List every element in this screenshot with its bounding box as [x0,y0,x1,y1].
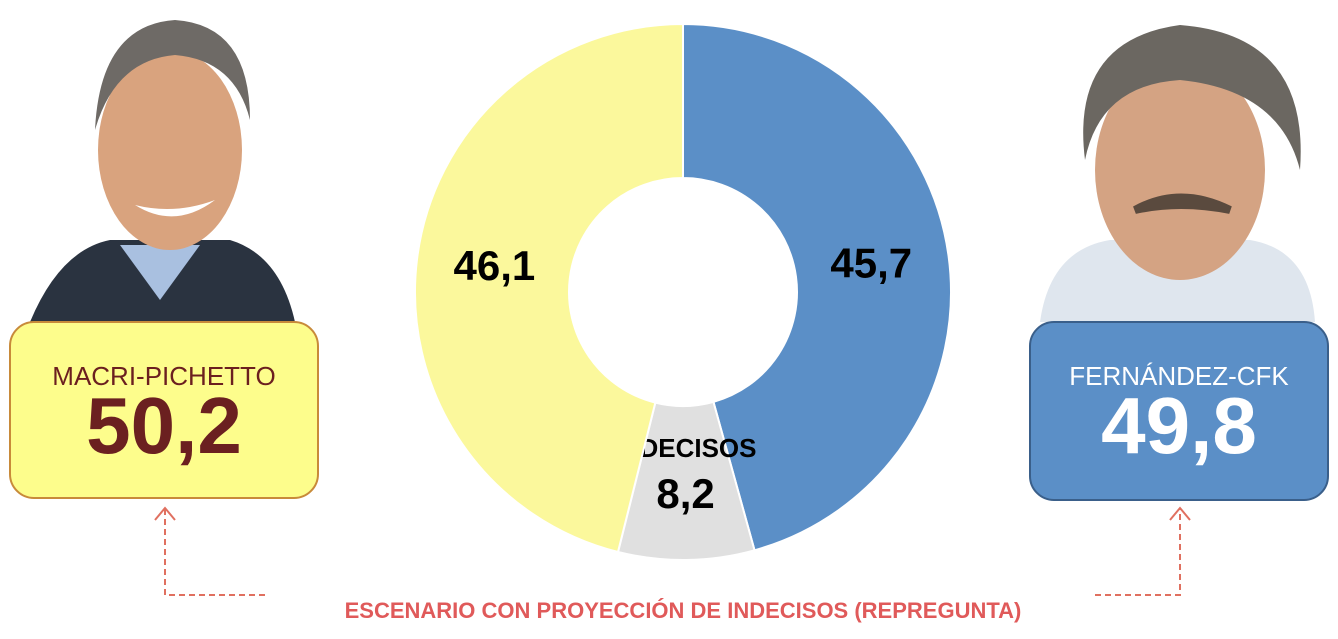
box-name: FERNÁNDEZ-CFK [1069,361,1289,391]
box-value: 50,2 [86,381,242,470]
box-value: 49,8 [1101,381,1257,470]
photo-right [1040,25,1315,322]
donut-segment [414,22,684,554]
value-label: 45,7 [830,240,912,287]
arrows [154,506,1191,596]
value-label: 8,2 [656,470,714,517]
photo-left [30,20,295,322]
box-name: MACRI-PICHETTO [52,361,275,391]
box-left [9,321,319,499]
value-label: 46,1 [454,242,536,289]
footer: ESCENARIO CON PROYECCIÓN DE INDECISOS (R… [345,598,1022,623]
box-right [1029,321,1329,501]
donut-segment [682,22,952,552]
